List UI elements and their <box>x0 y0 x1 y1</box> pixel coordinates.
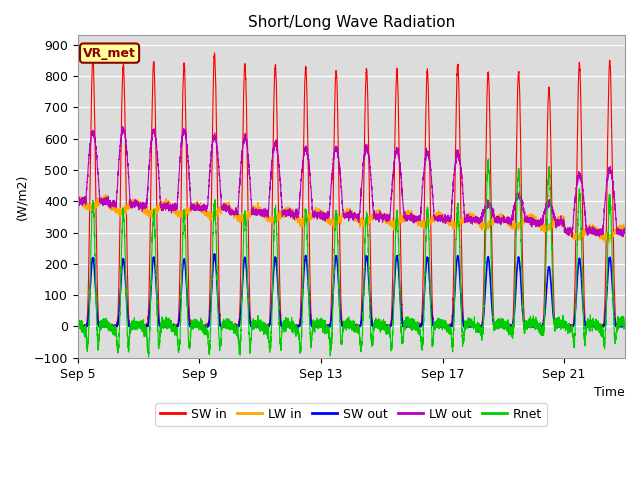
SW in <box>74 324 81 329</box>
LW in <box>257 211 265 216</box>
LW out <box>175 176 183 182</box>
Line: SW out: SW out <box>77 254 625 326</box>
SW out <box>172 324 179 329</box>
Rnet <box>399 335 407 340</box>
SW in <box>615 324 623 329</box>
LW in <box>605 240 613 245</box>
LW out <box>615 228 623 234</box>
SW out <box>399 324 407 329</box>
SW out <box>74 324 81 329</box>
LW in <box>621 226 629 231</box>
LW out <box>568 234 576 240</box>
SW in <box>399 323 407 329</box>
Line: LW out: LW out <box>77 127 625 237</box>
LW in <box>172 211 180 216</box>
SW in <box>74 323 81 329</box>
LW out <box>399 205 407 211</box>
Rnet <box>172 331 180 336</box>
SW in <box>172 324 180 329</box>
LW in <box>399 216 407 222</box>
SW out <box>615 324 623 329</box>
Rnet <box>96 328 104 334</box>
SW in <box>257 324 265 329</box>
LW out <box>172 204 180 210</box>
SW out <box>211 251 218 257</box>
LW in <box>74 194 81 200</box>
SW in <box>175 306 183 312</box>
Y-axis label: (W/m2): (W/m2) <box>15 173 28 220</box>
X-axis label: Time: Time <box>595 386 625 399</box>
SW in <box>96 322 104 328</box>
LW out <box>621 229 629 235</box>
LW out <box>96 195 104 201</box>
Rnet <box>615 322 623 327</box>
Rnet <box>621 319 629 325</box>
Rnet <box>257 326 265 332</box>
LW in <box>96 200 104 206</box>
Rnet <box>175 345 183 350</box>
LW out <box>74 204 81 209</box>
SW out <box>175 320 182 325</box>
LW in <box>615 226 623 232</box>
LW out <box>257 207 265 213</box>
Line: SW in: SW in <box>77 53 625 326</box>
LW in <box>175 210 183 216</box>
Title: Short/Long Wave Radiation: Short/Long Wave Radiation <box>248 15 455 30</box>
SW in <box>621 323 629 329</box>
SW out <box>621 324 629 329</box>
Legend: SW in, LW in, SW out, LW out, Rnet: SW in, LW in, SW out, LW out, Rnet <box>156 403 547 426</box>
Rnet <box>74 313 81 319</box>
Rnet <box>484 156 492 162</box>
SW in <box>211 50 218 56</box>
Line: Rnet: Rnet <box>77 159 625 357</box>
LW out <box>118 124 126 130</box>
LW in <box>102 192 109 198</box>
Rnet <box>145 354 152 360</box>
SW out <box>257 323 265 328</box>
Line: LW in: LW in <box>77 195 625 242</box>
SW out <box>96 324 104 329</box>
Text: VR_met: VR_met <box>83 47 136 60</box>
